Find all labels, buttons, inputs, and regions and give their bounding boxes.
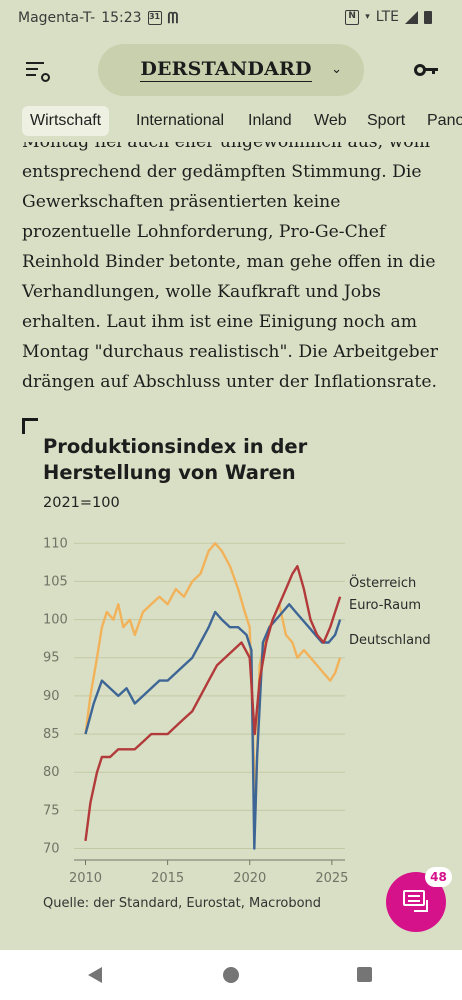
wifi-arrow-icon: ▾ — [365, 12, 370, 22]
recents-icon[interactable] — [357, 967, 372, 982]
series-line-sterreich — [84, 565, 342, 842]
tab-inland[interactable]: Inland — [248, 112, 292, 129]
menu-icon — [26, 62, 44, 64]
series-line-euroraum — [84, 603, 342, 850]
chevron-down-icon: ⌄ — [331, 62, 342, 77]
series-label: Euro-Raum — [349, 598, 421, 613]
y-tick-label: 95 — [43, 651, 60, 666]
android-nav-bar — [0, 950, 462, 1000]
y-tick-label: 105 — [43, 574, 68, 589]
tab-international[interactable]: International — [136, 112, 225, 129]
status-right: N ▾ LTE — [345, 9, 432, 25]
chart-title: Produktionsindex in der Herstellung von … — [43, 435, 308, 484]
status-left: Magenta-T- 15:23 31 ᗰ — [18, 9, 178, 27]
tab-panorama[interactable]: Panorama — [427, 112, 462, 129]
article-body: Montag fiel auch eher ungewöhnlich aus, … — [0, 142, 462, 412]
signal-icon — [405, 10, 418, 24]
back-icon[interactable] — [88, 967, 102, 983]
y-tick-label: 75 — [43, 803, 60, 818]
chart-source: Quelle: der Standard, Eurostat, Macrobon… — [43, 896, 322, 911]
comment-count-badge: 48 — [425, 867, 452, 887]
search-icon — [41, 73, 50, 82]
x-tick-label: 2015 — [151, 871, 184, 886]
carrier-label: Magenta-T- — [18, 10, 96, 26]
tab-wirtschaft[interactable]: Wirtschaft — [22, 106, 110, 136]
mcdonalds-icon: ᗰ — [167, 9, 179, 27]
y-tick-label: 100 — [43, 613, 68, 628]
x-tick-label: 2025 — [315, 871, 348, 886]
menu-icon — [26, 74, 36, 76]
calendar-icon: 31 — [147, 11, 162, 25]
section-nav: Wirtschaft International Inland Web Spor… — [0, 100, 462, 142]
y-tick-label: 70 — [43, 842, 60, 857]
status-bar: Magenta-T- 15:23 31 ᗰ N ▾ LTE — [0, 0, 462, 36]
y-tick-label: 90 — [43, 689, 60, 704]
menu-icon — [26, 68, 38, 70]
tab-web[interactable]: Web — [314, 112, 347, 129]
menu-search-button[interactable] — [26, 62, 50, 82]
series-label: Deutschland — [349, 633, 431, 648]
series-label: Österreich — [349, 574, 416, 591]
battery-icon — [424, 10, 432, 24]
app-header: DERSTANDARD ⌄ — [0, 36, 462, 100]
production-index-chart: 70 75 80 85 90 95 100 105 110 2010 2015 2020 2025 Deu… — [43, 536, 431, 886]
x-tick-label: 2010 — [69, 871, 102, 886]
brand-logo: DERSTANDARD — [140, 58, 312, 82]
comments-button[interactable] — [386, 872, 446, 932]
chat-icon — [403, 890, 425, 906]
series-line-deutschland — [84, 542, 342, 812]
chart-subtitle: 2021=100 — [43, 495, 120, 511]
article-paragraph: Montag fiel auch eher ungewöhnlich aus, … — [22, 142, 439, 392]
home-icon[interactable] — [223, 967, 239, 983]
clock: 15:23 — [101, 10, 142, 26]
x-tick-label: 2020 — [233, 871, 266, 886]
y-tick-label: 80 — [43, 765, 60, 780]
key-icon[interactable] — [414, 64, 438, 76]
y-tick-label: 110 — [43, 536, 68, 551]
nfc-icon: N — [345, 9, 360, 25]
brand-switcher[interactable]: DERSTANDARD ⌄ — [98, 44, 364, 96]
y-tick-label: 85 — [43, 727, 60, 742]
tab-sport[interactable]: Sport — [367, 112, 406, 129]
network-type: LTE — [375, 9, 399, 25]
chart-corner-mark — [22, 418, 38, 434]
